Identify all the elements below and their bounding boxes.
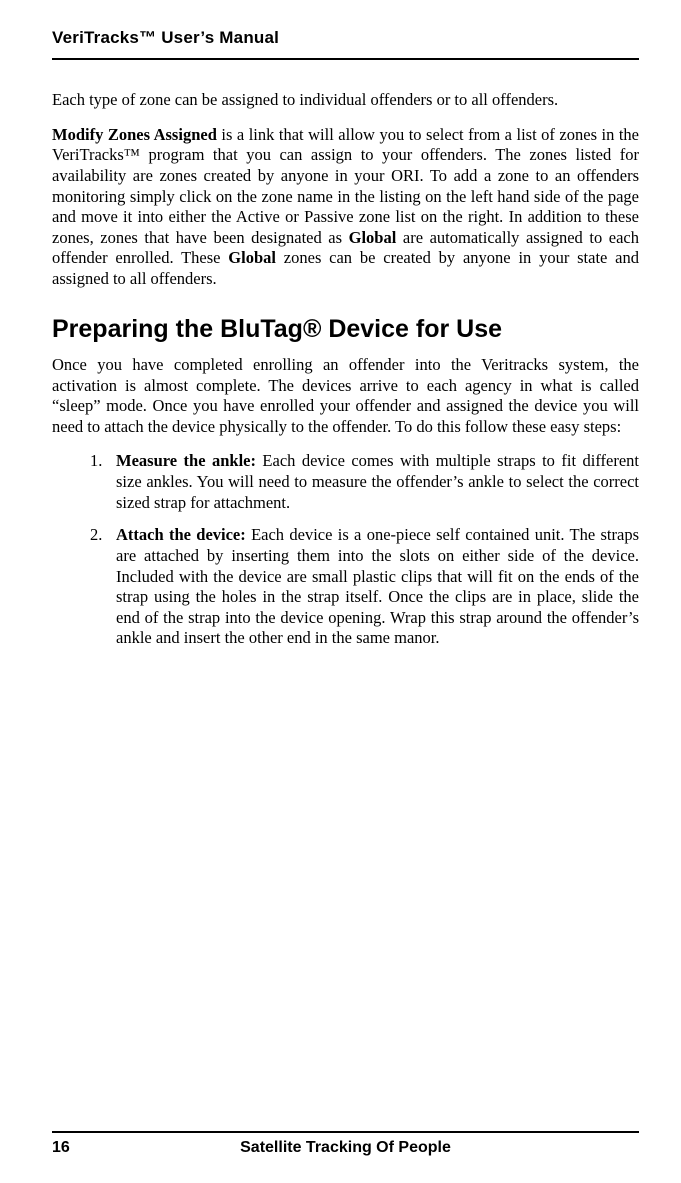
modify-zones-paragraph: Modify Zones Assigned is a link that wil…: [52, 125, 639, 290]
page: VeriTracks™ User’s Manual Each type of z…: [0, 0, 681, 1183]
list-item: 2. Attach the device: Each device is a o…: [52, 525, 639, 649]
step-lead: Attach the device:: [116, 525, 246, 544]
section-heading: Preparing the BluTag® Device for Use: [52, 314, 639, 345]
step-lead: Measure the ankle:: [116, 451, 256, 470]
list-number: 2.: [90, 525, 116, 649]
global-word-1: Global: [349, 228, 397, 247]
section-paragraph: Once you have completed enrolling an off…: [52, 355, 639, 438]
steps-list: 1. Measure the ankle: Each device comes …: [52, 451, 639, 649]
list-item: 1. Measure the ankle: Each device comes …: [52, 451, 639, 513]
list-number: 1.: [90, 451, 116, 513]
list-text: Attach the device: Each device is a one-…: [116, 525, 639, 649]
footer-title: Satellite Tracking Of People: [52, 1139, 639, 1157]
footer: 16 Satellite Tracking Of People: [52, 1131, 639, 1157]
list-text: Measure the ankle: Each device comes wit…: [116, 451, 639, 513]
top-rule: [52, 58, 639, 60]
body-text: Each type of zone can be assigned to ind…: [52, 90, 639, 649]
bottom-rule: [52, 1131, 639, 1133]
footer-row: 16 Satellite Tracking Of People: [52, 1139, 639, 1157]
running-head: VeriTracks™ User’s Manual: [52, 28, 639, 48]
global-word-2: Global: [228, 248, 276, 267]
intro-paragraph: Each type of zone can be assigned to ind…: [52, 90, 639, 111]
modify-zones-lead: Modify Zones Assigned: [52, 125, 217, 144]
